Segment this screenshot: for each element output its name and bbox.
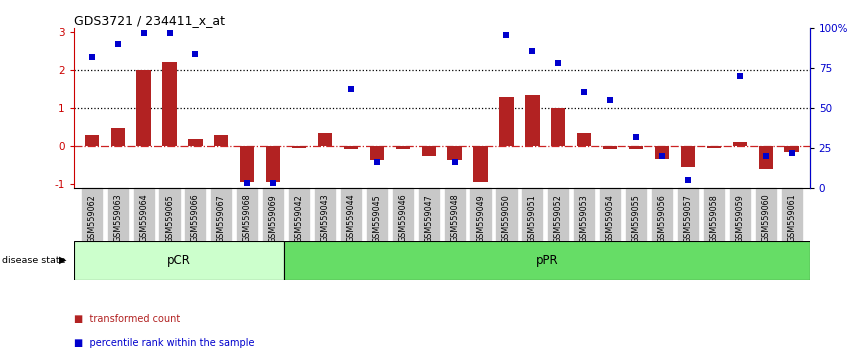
Text: pCR: pCR — [167, 254, 191, 267]
Bar — [785, 146, 798, 152]
Text: disease state: disease state — [2, 256, 65, 265]
Bar — [240, 146, 255, 182]
Bar — [500, 97, 514, 146]
Bar — [214, 135, 229, 146]
Text: ■  transformed count: ■ transformed count — [74, 314, 180, 324]
Bar — [474, 146, 488, 182]
Bar — [681, 146, 695, 167]
Bar — [318, 133, 333, 146]
Bar — [266, 146, 281, 182]
Bar — [344, 146, 358, 149]
Bar — [370, 146, 384, 160]
Bar — [707, 146, 721, 148]
Bar — [284, 241, 810, 280]
Text: pPR: pPR — [535, 254, 558, 267]
Bar — [655, 146, 669, 159]
Bar — [422, 146, 436, 156]
Bar — [577, 133, 591, 146]
Bar — [551, 108, 565, 146]
Bar — [603, 146, 617, 149]
Text: GDS3721 / 234411_x_at: GDS3721 / 234411_x_at — [74, 14, 224, 27]
Text: ▶: ▶ — [59, 255, 67, 265]
Bar — [292, 146, 307, 148]
Bar — [759, 146, 772, 169]
Bar — [448, 146, 462, 160]
Bar — [188, 139, 203, 146]
Bar — [629, 146, 643, 149]
Bar — [733, 142, 746, 146]
Text: ■  percentile rank within the sample: ■ percentile rank within the sample — [74, 338, 254, 348]
Bar — [111, 128, 125, 146]
Bar — [74, 241, 284, 280]
Bar — [137, 70, 151, 146]
Bar — [396, 146, 410, 149]
Bar — [163, 62, 177, 146]
Bar — [85, 135, 99, 146]
Bar — [526, 95, 540, 146]
